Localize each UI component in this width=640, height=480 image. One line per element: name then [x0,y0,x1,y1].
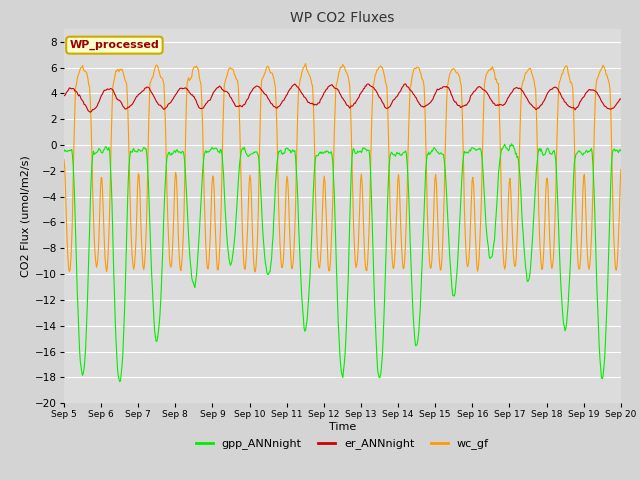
Text: WP_processed: WP_processed [70,40,159,50]
Legend: gpp_ANNnight, er_ANNnight, wc_gf: gpp_ANNnight, er_ANNnight, wc_gf [192,434,493,454]
Title: WP CO2 Fluxes: WP CO2 Fluxes [290,11,395,25]
X-axis label: Time: Time [329,422,356,432]
Y-axis label: CO2 Flux (umol/m2/s): CO2 Flux (umol/m2/s) [21,155,31,277]
